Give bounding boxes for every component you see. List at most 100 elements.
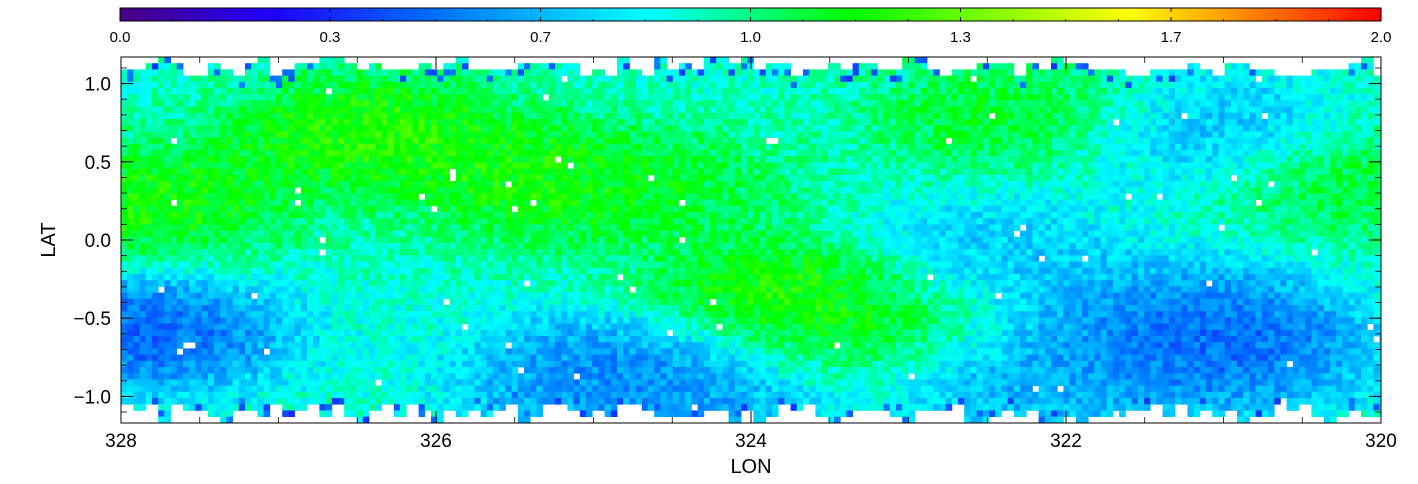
heatmap-cell xyxy=(176,137,184,145)
heatmap-cell xyxy=(474,218,481,225)
heatmap-cell xyxy=(393,298,401,306)
heatmap-cell xyxy=(381,199,388,207)
colorbar-segment xyxy=(1143,8,1149,21)
heatmap-cell xyxy=(164,360,171,368)
heatmap-cell xyxy=(189,267,196,275)
heatmap-cell xyxy=(542,199,550,207)
heatmap-cell xyxy=(344,75,351,83)
heatmap-cell xyxy=(499,274,506,281)
heatmap-cell xyxy=(362,360,370,368)
colorbar-segment xyxy=(318,8,325,21)
colorbar-segment xyxy=(580,8,587,21)
heatmap-cell xyxy=(201,81,209,89)
heatmap-cell xyxy=(567,187,574,194)
colorbar-segment xyxy=(837,8,844,21)
heatmap-cell xyxy=(524,230,531,238)
heatmap-cell xyxy=(344,181,351,188)
heatmap-cell xyxy=(505,212,512,219)
heatmap-cell xyxy=(493,150,500,157)
heatmap-cell xyxy=(220,267,227,275)
heatmap-cell xyxy=(344,230,351,238)
heatmap-cell xyxy=(238,236,246,244)
heatmap-cell xyxy=(418,367,426,374)
heatmap-cell xyxy=(567,342,574,349)
heatmap-cell xyxy=(338,292,345,300)
heatmap-cell xyxy=(604,75,612,83)
heatmap-cell xyxy=(294,75,302,83)
heatmap-cell xyxy=(245,94,252,101)
heatmap-cell xyxy=(294,342,302,349)
colorbar-segment xyxy=(687,8,693,21)
heatmap-cell xyxy=(201,193,209,200)
heatmap-cell xyxy=(400,348,407,355)
heatmap-cell xyxy=(176,119,184,126)
heatmap-cell xyxy=(579,212,587,219)
heatmap-cell xyxy=(505,193,512,200)
heatmap-cell xyxy=(393,286,401,293)
heatmap-cell xyxy=(170,280,178,287)
colorbar-segment xyxy=(590,8,596,21)
heatmap-cell xyxy=(288,379,295,386)
heatmap-cell xyxy=(579,267,587,275)
heatmap-cell xyxy=(412,75,419,83)
heatmap-cell xyxy=(362,255,370,262)
heatmap-cell xyxy=(232,286,240,293)
heatmap-cell xyxy=(195,280,202,287)
heatmap-cell xyxy=(480,267,488,275)
heatmap-cell xyxy=(579,125,587,132)
heatmap-cell xyxy=(189,193,196,200)
heatmap-cell xyxy=(331,342,339,349)
heatmap-cell xyxy=(412,274,419,281)
heatmap-cell xyxy=(201,385,209,393)
heatmap-cell xyxy=(517,329,525,337)
colorbar-segment xyxy=(1351,8,1358,21)
heatmap-cell xyxy=(561,150,568,157)
heatmap-cell xyxy=(474,112,481,120)
heatmap-cell xyxy=(604,112,612,120)
heatmap-cell xyxy=(449,243,457,250)
heatmap-cell xyxy=(133,88,140,95)
heatmap-cell xyxy=(375,267,382,275)
heatmap-cell xyxy=(604,94,612,101)
heatmap-cell xyxy=(238,230,246,238)
heatmap-cell xyxy=(635,329,643,337)
heatmap-cell xyxy=(207,329,215,337)
heatmap-cell xyxy=(282,199,289,207)
heatmap-cell xyxy=(623,329,630,337)
heatmap-cell xyxy=(623,360,630,368)
heatmap-cell xyxy=(530,193,537,200)
heatmap-cell xyxy=(331,354,339,362)
heatmap-cell xyxy=(406,156,413,163)
heatmap-cell xyxy=(418,348,426,355)
heatmap-cell xyxy=(486,212,494,219)
heatmap-cell xyxy=(226,416,233,423)
heatmap-cell xyxy=(462,280,469,287)
heatmap-cell xyxy=(300,404,308,411)
heatmap-cell xyxy=(393,218,401,225)
heatmap-cell xyxy=(400,342,407,349)
heatmap-cell xyxy=(431,125,438,132)
heatmap-cell xyxy=(468,280,475,287)
heatmap-cell xyxy=(269,286,277,293)
heatmap-cell xyxy=(437,137,444,145)
heatmap-cell xyxy=(375,187,382,194)
heatmap-cell xyxy=(406,81,413,89)
heatmap-cell xyxy=(474,311,481,318)
heatmap-cell xyxy=(641,174,649,182)
heatmap-cell xyxy=(195,137,202,145)
heatmap-cell xyxy=(282,336,289,343)
heatmap-cell xyxy=(468,75,475,83)
heatmap-cell xyxy=(517,311,525,318)
heatmap-cell xyxy=(548,280,556,287)
heatmap-cell xyxy=(356,410,364,417)
heatmap-cell xyxy=(201,317,209,324)
heatmap-cell xyxy=(400,354,407,362)
heatmap-cell xyxy=(555,168,562,176)
colorbar-segment xyxy=(605,8,611,21)
heatmap-cell xyxy=(431,280,438,287)
heatmap-cell xyxy=(455,106,463,114)
heatmap-cell xyxy=(449,323,457,331)
heatmap-cell xyxy=(263,274,271,281)
heatmap-cell xyxy=(418,342,426,349)
heatmap-cell xyxy=(189,174,196,182)
